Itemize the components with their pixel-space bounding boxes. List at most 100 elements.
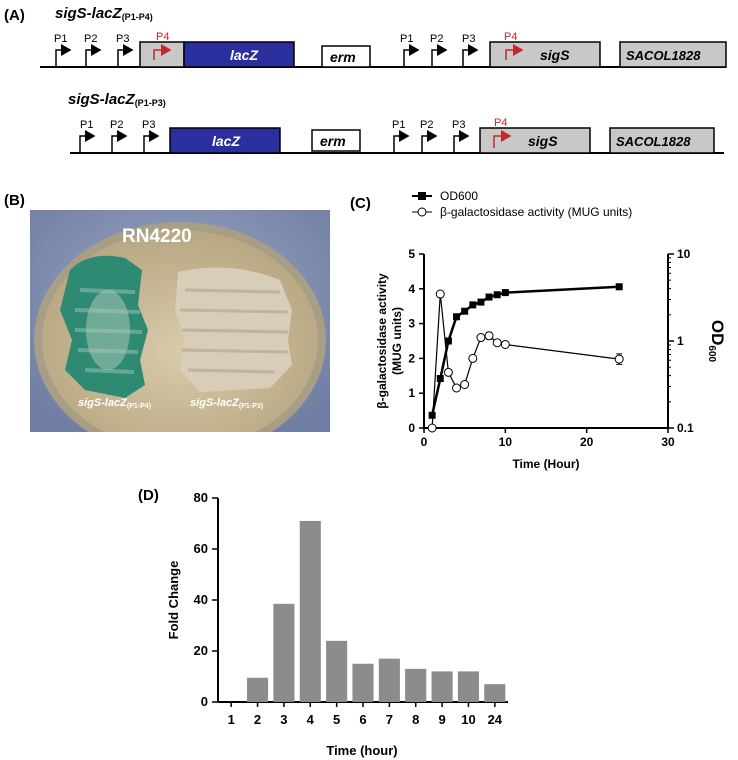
x-tick-label-d: 4 xyxy=(307,712,315,727)
x-tick-label-d: 9 xyxy=(438,712,445,727)
bar-7 xyxy=(378,658,400,702)
promoter-label-p4: P4 xyxy=(156,31,169,43)
construct-1-lacz-label: lacZ xyxy=(230,47,258,63)
promoter-label-p4: P4 xyxy=(494,117,507,129)
y-tick-label-d: 80 xyxy=(194,490,208,505)
promoter-label: P3 xyxy=(142,119,155,131)
promoter-label: P2 xyxy=(430,33,443,45)
construct-2-sigs-gene xyxy=(479,127,591,154)
construct-1-p4-box xyxy=(139,41,185,68)
y-tick-label-d: 0 xyxy=(201,694,208,709)
promoter-label: P3 xyxy=(452,119,465,131)
blue-colony-streak xyxy=(60,255,148,398)
bar-5 xyxy=(326,640,348,702)
plate-strain-label: RN4220 xyxy=(122,226,192,247)
data-point-od600 xyxy=(615,283,623,291)
y-axis-ticks-d: 0 20 40 60 80 xyxy=(194,490,218,709)
data-point-bgal xyxy=(435,289,445,299)
x-tick-label-d: 5 xyxy=(333,712,340,727)
x-axis-label-c: Time (Hour) xyxy=(512,457,579,471)
x-tick-label-d: 24 xyxy=(488,712,503,727)
data-point-od600 xyxy=(461,307,469,315)
y2-axis-label: OD600 xyxy=(706,320,727,363)
construct-1-lacz-gene xyxy=(183,41,295,68)
construct-1-sigs-label: sigS xyxy=(540,47,570,63)
x-tick-label: 10 xyxy=(499,435,513,449)
data-point-od600 xyxy=(493,291,501,299)
x-axis-label-d: Time (hour) xyxy=(326,743,397,758)
x-tick-label: 20 xyxy=(580,435,594,449)
construct-2-sacol-label: SACOL1828 xyxy=(616,134,691,149)
bar-10 xyxy=(457,671,479,702)
data-point-bgal xyxy=(460,380,470,389)
data-point-od600 xyxy=(436,375,444,383)
data-point-bgal xyxy=(443,367,453,377)
promoter-label: P1 xyxy=(400,33,413,45)
panel-b-label-wrap: (B) xyxy=(4,192,25,209)
axes-c xyxy=(423,254,669,429)
y-axis-label-c-line2: (MUG units) xyxy=(390,307,404,375)
data-point-bgal xyxy=(614,354,624,364)
y-tick-label: 5 xyxy=(408,247,415,261)
bar-2 xyxy=(247,677,269,702)
bar-3 xyxy=(273,603,295,702)
data-point-od600 xyxy=(469,301,477,309)
panel-a-label: (A) xyxy=(4,7,25,24)
series-line-bgal xyxy=(431,293,620,429)
data-point-od600 xyxy=(428,411,436,419)
data-point-bgal xyxy=(492,338,502,348)
x-tick-label-d: 10 xyxy=(461,712,475,727)
data-point-od600 xyxy=(477,298,485,306)
data-point-od600 xyxy=(453,313,461,321)
y-tick-label: 4 xyxy=(408,282,415,296)
promoter-label: P3 xyxy=(462,33,475,45)
data-point-bgal xyxy=(427,423,437,433)
x-axis-ticks-d: 1 2 3 4 5 6 7 8 9 10 24 xyxy=(228,702,503,727)
series-layer xyxy=(427,283,624,433)
x-tick-label-d: 1 xyxy=(228,712,235,727)
y-tick-label: 2 xyxy=(408,351,415,365)
y-tick-label-d: 20 xyxy=(194,643,208,658)
construct-2-lacz-gene xyxy=(169,127,281,154)
bar-8 xyxy=(405,668,427,702)
data-point-od600 xyxy=(485,293,493,301)
y2-tick-label: 0.1 xyxy=(677,421,694,435)
promoter-label: P1 xyxy=(392,119,405,131)
white-colony-streak xyxy=(175,267,292,392)
y2-tick-label: 10 xyxy=(677,247,691,261)
promoter-label: P2 xyxy=(420,119,433,131)
construct-2-erm-label: erm xyxy=(320,133,346,149)
construct-2-lacz-label: lacZ xyxy=(212,133,240,149)
x-tick-label-d: 7 xyxy=(386,712,393,727)
promoter-label-p4: P4 xyxy=(504,31,517,43)
promoter-label: P2 xyxy=(84,33,97,45)
construct-1-sigs-gene xyxy=(489,41,601,68)
bars-layer xyxy=(247,520,506,702)
x-tick-label: 0 xyxy=(421,435,428,449)
construct-2-sacol-gene xyxy=(609,127,715,154)
promoter-label: P1 xyxy=(54,33,67,45)
plate-right-label: sigS-lacZ(P1-P3) xyxy=(190,397,263,410)
y-tick-label: 0 xyxy=(408,421,415,435)
panel-a-construct-diagram: (A) sigS-lacZ(P1-P4) lacZ erm sigS SACOL… xyxy=(4,5,727,154)
data-point-bgal xyxy=(484,331,494,341)
legend-bgal: β-galactosidase activity (MUG units) xyxy=(440,205,632,219)
promoter-label: P1 xyxy=(80,119,93,131)
x-tick-label-d: 6 xyxy=(359,712,366,727)
plate-photo: RN4220 sigS-lacZ(P1-P4) sigS-lacZ(P1-P3) xyxy=(30,210,330,432)
data-point-od600 xyxy=(501,289,509,297)
y-axis-right-ticks: 0.1 1 10 xyxy=(668,247,694,435)
plate-left-label: sigS-lacZ(P1-P4) xyxy=(78,397,151,410)
x-tick-label-d: 2 xyxy=(254,712,261,727)
construct-1-erm-label: erm xyxy=(330,49,356,65)
x-tick-label: 30 xyxy=(661,435,675,449)
data-point-bgal xyxy=(500,339,510,349)
panel-d-label: (D) xyxy=(138,487,159,504)
x-tick-label-d: 8 xyxy=(412,712,419,727)
bar-24 xyxy=(484,684,506,702)
y-tick-label-d: 60 xyxy=(194,541,208,556)
series-line-od600 xyxy=(430,285,620,416)
bar-4 xyxy=(299,520,321,702)
y-axis-label-d: Fold Change xyxy=(166,561,181,640)
panel-b-label: (B) xyxy=(4,192,25,209)
